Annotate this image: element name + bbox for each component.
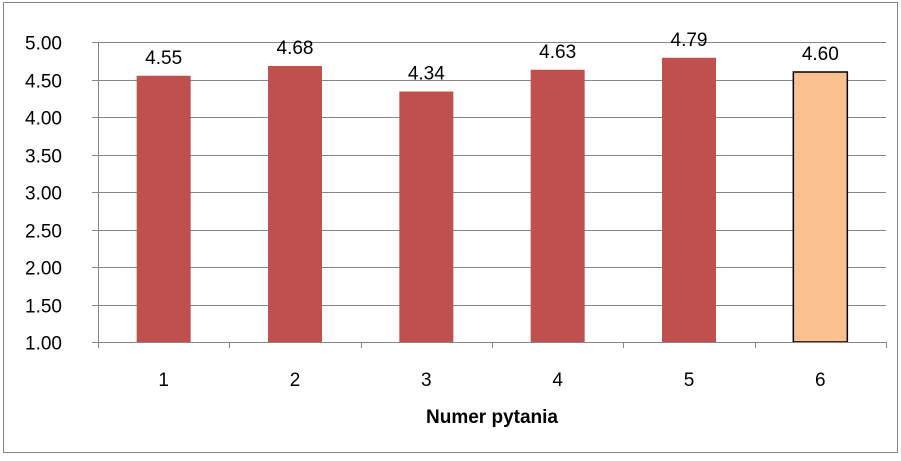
y-tick-label: 1.50 [25,297,62,318]
data-label-3: 4.34 [408,64,445,85]
y-tick-labels: 1.00 1.50 2.00 2.50 3.00 3.50 4.00 4.50 5.00 [25,34,62,355]
x-axis-title: Numer pytania [426,407,558,428]
y-tick-label: 4.50 [25,72,62,93]
x-tick-label-3: 3 [421,370,432,391]
data-labels: 4.55 4.68 4.34 4.63 4.79 4.60 [145,30,839,85]
bar-3 [399,91,454,342]
bar-5 [662,57,716,342]
y-tick-label: 2.50 [25,222,62,243]
y-tick-label: 1.00 [25,334,62,355]
y-tick-label: 2.00 [25,259,62,280]
x-tick-label-5: 5 [684,370,695,391]
y-tick-label: 5.00 [25,34,62,55]
data-label-4: 4.63 [539,42,576,63]
x-tick-label-4: 4 [552,370,563,391]
data-label-1: 4.55 [145,48,182,69]
data-label-2: 4.68 [277,38,314,59]
y-tick-label: 3.50 [25,147,62,168]
x-tick-label-2: 2 [290,370,301,391]
x-tick-label-1: 1 [158,370,169,391]
data-label-6: 4.60 [802,44,839,65]
bar-6 [792,71,849,343]
x-tick-labels: 1 2 3 4 5 6 [158,370,825,391]
data-label-5: 4.79 [671,30,708,51]
y-tick-label: 3.00 [25,184,62,205]
bar-2 [268,66,322,342]
gridlines [92,42,886,343]
axes [98,42,887,348]
x-tick-label-6: 6 [815,370,826,391]
y-tick-label: 4.00 [25,109,62,130]
bar-1 [136,75,191,342]
bars [136,57,849,343]
bar-4 [530,69,585,342]
